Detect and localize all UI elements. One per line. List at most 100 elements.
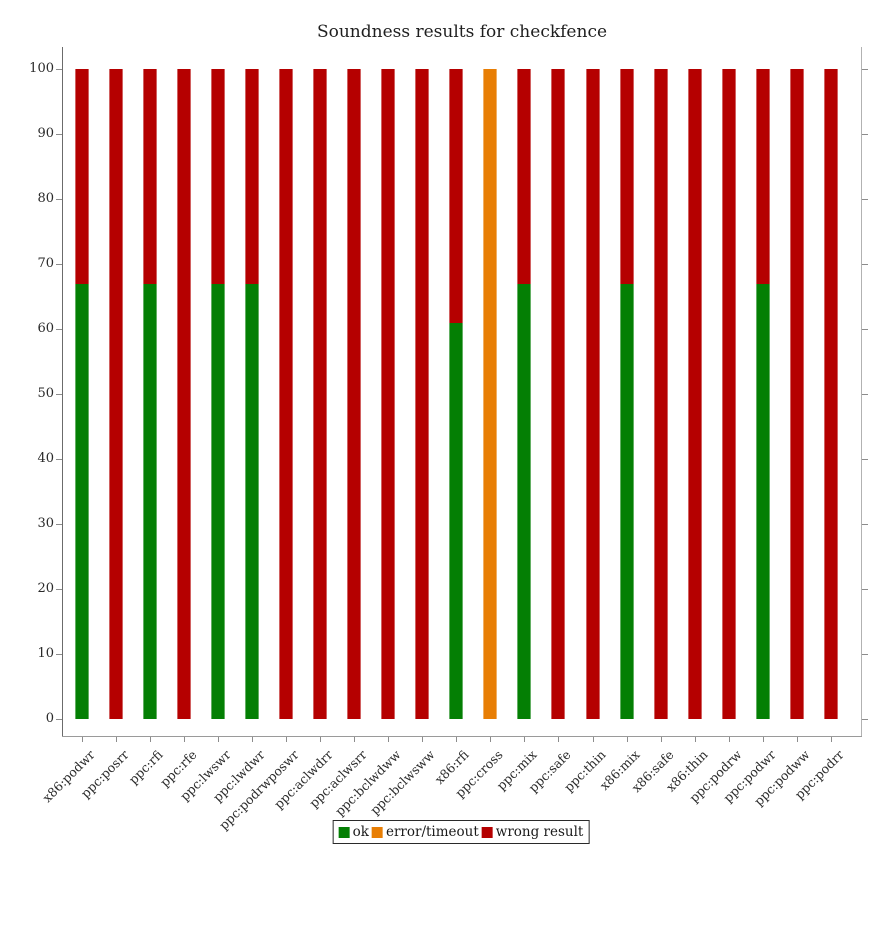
- y-tick: [862, 589, 868, 590]
- x-tick: [558, 737, 560, 742]
- legend-label: ok: [352, 824, 369, 840]
- y-tick: [862, 394, 868, 395]
- bar-ppc:podwr: [755, 0, 770, 736]
- y-tick: [56, 589, 62, 590]
- bar-segment-wrong-result: [721, 69, 736, 719]
- bar-segment-wrong-result: [517, 69, 532, 284]
- bar-ppc:thin: [585, 0, 600, 736]
- y-tick: [56, 524, 62, 525]
- x-tick: [660, 737, 662, 742]
- bar-ppc:safe: [551, 0, 566, 736]
- x-tick: [830, 737, 832, 742]
- y-tick-label: 60: [37, 321, 54, 336]
- x-tick: [81, 737, 83, 742]
- bar-segment-wrong-result: [381, 69, 396, 719]
- y-tick: [862, 524, 868, 525]
- y-tick: [56, 329, 62, 330]
- y-tick: [56, 69, 62, 70]
- y-tick: [862, 134, 868, 135]
- bar-ppc:podrwposwr: [278, 0, 293, 736]
- legend-item-ok: ok: [338, 824, 369, 840]
- legend-item-wrong-result: wrong result: [481, 824, 584, 840]
- bar-ppc:posrr: [108, 0, 123, 736]
- y-tick: [56, 719, 62, 720]
- legend-swatch-wrong_result: [481, 826, 493, 838]
- y-tick: [862, 654, 868, 655]
- bar-x86:mix: [619, 0, 634, 736]
- soundness-chart: Soundness results for checkfence 0 10 20 30…: [29, 0, 868, 844]
- y-tick: [862, 264, 868, 265]
- x-tick: [728, 737, 730, 742]
- bar-ppc:podrw: [721, 0, 736, 736]
- x-tick: [490, 737, 492, 742]
- x-tick: [251, 737, 253, 742]
- bar-ppc:rfi: [142, 0, 157, 736]
- x-tick: [217, 737, 219, 742]
- y-tick: [862, 69, 868, 70]
- legend-label: error/timeout: [385, 824, 479, 840]
- legend-label: wrong result: [495, 824, 584, 840]
- x-tick: [183, 737, 185, 742]
- bar-segment-wrong-result: [551, 69, 566, 719]
- y-tick: [862, 199, 868, 200]
- bar-segment-ok: [517, 283, 532, 719]
- x-tick: [388, 737, 390, 742]
- y-tick: [56, 654, 62, 655]
- bar-ppc:lwdwr: [244, 0, 259, 736]
- bar-ppc:bclwsww: [415, 0, 430, 736]
- bar-ppc:rfe: [176, 0, 191, 736]
- y-tick-label: 80: [37, 191, 54, 206]
- bar-ppc:aclwdrr: [312, 0, 327, 736]
- y-tick-label: 90: [37, 126, 54, 141]
- bar-segment-ok: [244, 283, 259, 719]
- x-tick: [319, 737, 321, 742]
- y-tick: [56, 134, 62, 135]
- y-tick: [56, 459, 62, 460]
- bar-segment-wrong-result: [585, 69, 600, 719]
- bar-segment-wrong-result: [653, 69, 668, 719]
- bar-x86:podwr: [74, 0, 89, 736]
- y-axis-right-spine: [861, 47, 862, 736]
- chart-title: Soundness results for checkfence: [316, 22, 608, 42]
- x-tick: [285, 737, 287, 742]
- bar-segment-wrong-result: [755, 69, 770, 284]
- bar-segment-ok: [449, 322, 464, 719]
- bar-segment-ok: [755, 283, 770, 719]
- bar-segment-ok: [619, 283, 634, 719]
- x-tick: [626, 737, 628, 742]
- bar-segment-wrong-result: [142, 69, 157, 284]
- y-tick: [862, 719, 868, 720]
- x-tick: [422, 737, 424, 742]
- x-axis-spine: [62, 736, 862, 737]
- bar-segment-ok: [142, 283, 157, 719]
- y-tick: [56, 199, 62, 200]
- bar-ppc:bclwdww: [381, 0, 396, 736]
- x-tick: [592, 737, 594, 742]
- bar-segment-wrong-result: [210, 69, 225, 284]
- bar-segment-wrong-result: [312, 69, 327, 719]
- x-tick: [149, 737, 151, 742]
- y-tick-label: 30: [37, 516, 54, 531]
- bar-ppc:podrr: [823, 0, 838, 736]
- y-tick-label: 40: [37, 451, 54, 466]
- bar-segment-wrong-result: [108, 69, 123, 719]
- bar-segment-ok: [74, 283, 89, 719]
- y-tick-label: 0: [45, 711, 54, 726]
- legend-swatch-error_timeout: [371, 826, 383, 838]
- y-tick: [56, 264, 62, 265]
- bar-x86:safe: [653, 0, 668, 736]
- y-tick: [862, 459, 868, 460]
- bar-segment-wrong-result: [823, 69, 838, 719]
- bar-segment-error-timeout: [483, 69, 498, 719]
- y-tick: [862, 329, 868, 330]
- bar-segment-ok: [210, 283, 225, 719]
- bar-segment-wrong-result: [789, 69, 804, 719]
- legend: ok error/timeout wrong result: [332, 820, 590, 844]
- bar-segment-wrong-result: [278, 69, 293, 719]
- bar-ppc:mix: [517, 0, 532, 736]
- bar-segment-wrong-result: [687, 69, 702, 719]
- bar-segment-wrong-result: [176, 69, 191, 719]
- bar-ppc:cross: [483, 0, 498, 736]
- x-tick: [115, 737, 117, 742]
- x-tick: [762, 737, 764, 742]
